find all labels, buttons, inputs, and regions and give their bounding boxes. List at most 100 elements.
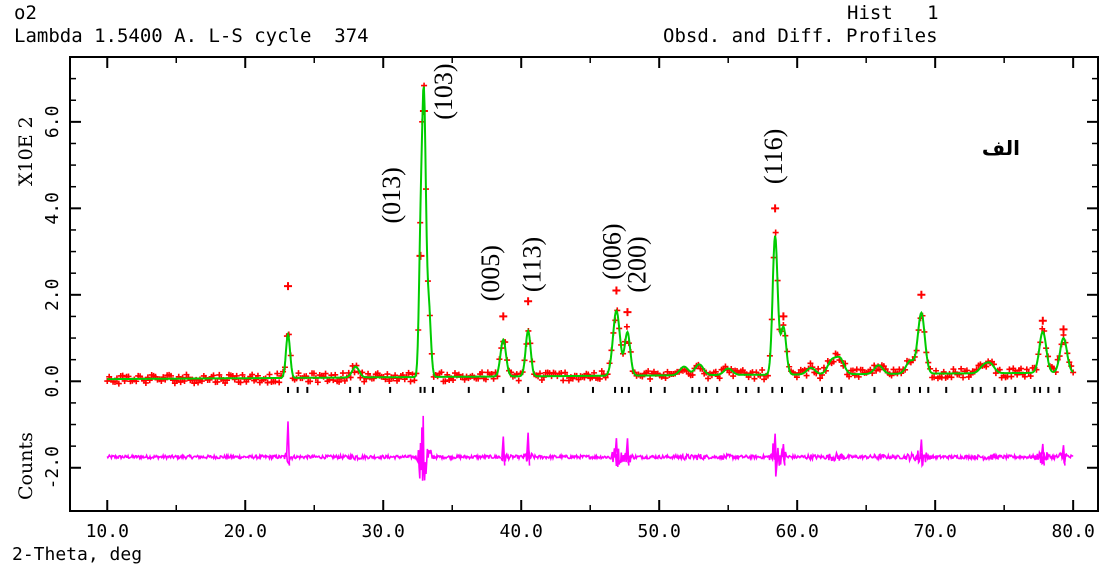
observed-point bbox=[803, 372, 810, 379]
observed-point bbox=[958, 365, 965, 372]
observed-point bbox=[575, 376, 582, 383]
observed-point bbox=[664, 368, 671, 375]
observed-point bbox=[712, 368, 719, 375]
peak-label: (113) bbox=[518, 237, 547, 292]
observed-point bbox=[598, 368, 605, 375]
observed-point bbox=[479, 369, 486, 376]
observed-point bbox=[565, 377, 572, 384]
observed-peak-point bbox=[771, 204, 780, 213]
observed-point bbox=[705, 375, 712, 382]
x-tick-label: 30.0 bbox=[362, 521, 405, 542]
observed-peak-point bbox=[1038, 316, 1047, 325]
x-tick-label: 40.0 bbox=[500, 521, 543, 542]
observed-peak-point bbox=[623, 308, 632, 317]
profiles-title: Obsd. and Diff. Profiles bbox=[663, 25, 938, 47]
observed-point bbox=[1070, 369, 1077, 376]
observed-point bbox=[562, 369, 569, 376]
observed-point bbox=[411, 377, 418, 384]
observed-point bbox=[272, 378, 279, 385]
calculated-line bbox=[107, 86, 1074, 381]
peak-label: (006) bbox=[598, 223, 627, 279]
observed-point bbox=[815, 365, 822, 372]
observed-point bbox=[560, 377, 567, 384]
observed-point bbox=[307, 378, 314, 385]
observed-point bbox=[759, 366, 766, 373]
observed-point bbox=[347, 374, 354, 381]
x-tick-label: 50.0 bbox=[638, 521, 681, 542]
y-tick-label: -2.0 bbox=[42, 446, 63, 489]
observed-point bbox=[817, 375, 824, 382]
observed-point bbox=[274, 370, 281, 377]
peak-label: (200) bbox=[622, 236, 651, 292]
observed-point bbox=[336, 378, 343, 385]
observed-point bbox=[407, 378, 414, 385]
observed-point bbox=[761, 376, 768, 383]
observed-point bbox=[726, 369, 733, 376]
observed-peak-point bbox=[917, 290, 926, 299]
observed-point bbox=[1018, 365, 1024, 372]
axis-ticks bbox=[70, 57, 1098, 511]
observed-point bbox=[322, 370, 329, 377]
observed-point bbox=[1023, 366, 1030, 373]
axis-tick-labels: 10.0 20.0 30.0 40.0 50.0 60.0 70.0 80.0 -2.0 0.0 2… bbox=[42, 106, 1095, 542]
sample-name: o2 bbox=[14, 2, 37, 24]
observed-point bbox=[295, 370, 302, 377]
observed-point bbox=[1021, 373, 1028, 380]
observed-point bbox=[310, 370, 317, 377]
observed-point bbox=[239, 371, 246, 378]
y-tick-label: 0.0 bbox=[42, 365, 63, 398]
panel-label: الف bbox=[982, 136, 1020, 160]
observed-point bbox=[983, 363, 990, 370]
lambda-cycle-line: Lambda 1.5400 A. L-S cycle 374 bbox=[14, 25, 369, 47]
observed-point bbox=[384, 371, 391, 378]
observed-peak-point bbox=[612, 286, 621, 295]
difference-line bbox=[106, 415, 1074, 481]
peak-label: (116) bbox=[759, 129, 788, 184]
observed-point bbox=[591, 369, 598, 376]
x-tick-label: 10.0 bbox=[86, 521, 129, 542]
x-tick-label: 20.0 bbox=[224, 521, 267, 542]
observed-point bbox=[438, 369, 445, 376]
observed-point bbox=[266, 371, 273, 378]
observed-point bbox=[647, 375, 654, 382]
peak-label: (005) bbox=[476, 245, 505, 301]
plot-frame bbox=[69, 56, 1099, 512]
observed-point bbox=[807, 360, 814, 367]
observed-point bbox=[876, 366, 883, 373]
observed-point bbox=[1027, 373, 1034, 380]
peak-label: (013) bbox=[377, 167, 406, 223]
observed-point bbox=[210, 372, 217, 379]
observed-point bbox=[249, 371, 256, 378]
observed-point bbox=[142, 379, 149, 386]
observed-point bbox=[339, 370, 346, 377]
observed-point bbox=[931, 374, 938, 381]
y-scale-label: X10E 2 bbox=[15, 116, 37, 186]
peak-label: (103) bbox=[429, 63, 458, 119]
observed-point bbox=[461, 376, 468, 383]
observed-point bbox=[948, 374, 955, 381]
observed-point bbox=[119, 372, 126, 379]
observed-point bbox=[772, 229, 779, 236]
x-tick-label: 60.0 bbox=[776, 521, 819, 542]
observed-point bbox=[104, 378, 111, 385]
observed-point bbox=[314, 379, 321, 386]
observed-point bbox=[341, 377, 348, 384]
observed-point bbox=[830, 358, 837, 365]
observed-point bbox=[689, 371, 696, 378]
observed-point bbox=[1006, 366, 1013, 373]
observed-points bbox=[104, 82, 1077, 387]
observed-point bbox=[216, 371, 223, 378]
observed-point bbox=[1008, 373, 1015, 380]
observed-point bbox=[716, 375, 723, 382]
observed-point bbox=[177, 379, 184, 386]
observed-point bbox=[357, 374, 364, 381]
reflection-markers bbox=[287, 386, 1061, 393]
x-axis-label: 2-Theta, deg bbox=[12, 544, 142, 565]
x-tick-label: 80.0 bbox=[1051, 521, 1094, 542]
observed-point bbox=[623, 323, 630, 330]
hist-line: Hist 1 bbox=[847, 2, 939, 24]
x-tick-label: 70.0 bbox=[913, 521, 956, 542]
observed-peak-point bbox=[499, 312, 508, 321]
observed-point bbox=[730, 373, 737, 380]
